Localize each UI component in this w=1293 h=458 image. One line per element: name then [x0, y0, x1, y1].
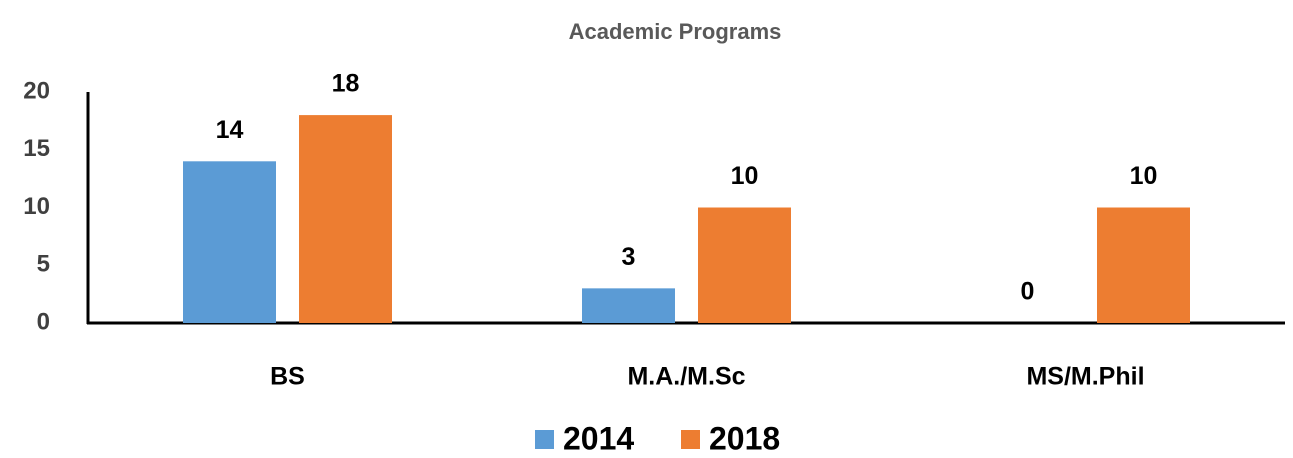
y-tick-label: 15	[23, 135, 50, 162]
data-label: 18	[332, 70, 360, 98]
y-tick-label: 5	[37, 251, 50, 278]
legend-label: 2014	[563, 420, 634, 456]
data-label: 0	[1021, 278, 1035, 306]
data-label: 10	[1130, 162, 1158, 190]
bar	[582, 288, 675, 323]
x-tick-label: BS	[270, 363, 305, 391]
y-tick-label: 0	[37, 308, 50, 335]
y-tick-label: 10	[23, 193, 50, 220]
bar	[299, 115, 392, 323]
y-tick-label: 20	[23, 77, 50, 104]
legend-swatch	[535, 430, 554, 449]
x-tick-label: M.A./M.Sc	[627, 363, 745, 391]
legend-swatch	[681, 430, 700, 449]
x-tick-label: MS/M.Phil	[1026, 363, 1144, 391]
data-label: 14	[216, 116, 244, 144]
bar	[698, 207, 791, 323]
bar	[183, 161, 276, 323]
chart-title: Academic Programs	[569, 19, 782, 44]
bar	[1097, 207, 1190, 323]
legend-label: 2018	[709, 420, 780, 456]
data-label: 10	[731, 162, 759, 190]
data-label: 3	[622, 243, 636, 271]
